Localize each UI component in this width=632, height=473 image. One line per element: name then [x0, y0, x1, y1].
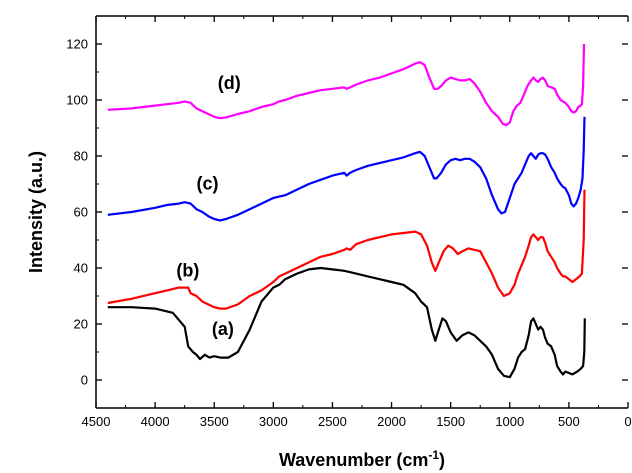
spectrum-line-2: [107, 116, 586, 222]
spectra-curves: [107, 43, 586, 379]
y-tick-label: 40: [74, 261, 88, 276]
x-axis-ticks: 4500 4000 3500 3000 2500 2000 1500 1000 500 0: [82, 16, 632, 429]
y-tick-label: 80: [74, 149, 88, 164]
curve-labels: (a) (b) (c) (d): [176, 73, 240, 339]
x-tick-label: 3500: [200, 414, 229, 429]
spectrum-line-0: [107, 266, 586, 379]
spectrum-line-3: [107, 43, 586, 127]
curve-label-2: (c): [196, 174, 218, 194]
x-axis-title-main: Wavenumber (cm: [279, 450, 428, 470]
x-tick-label: 1500: [436, 414, 465, 429]
y-tick-label: 20: [74, 317, 88, 332]
y-tick-label: 60: [74, 205, 88, 220]
y-axis-title: Intensity (a.u.): [26, 151, 46, 273]
x-tick-label: 3000: [259, 414, 288, 429]
x-tick-label: 2500: [318, 414, 347, 429]
axes: [95, 15, 628, 409]
y-tick-label: 0: [81, 373, 88, 388]
x-tick-label: 500: [558, 414, 580, 429]
x-tick-label: 1000: [495, 414, 524, 429]
y-axis-ticks: 0 20 40 60 80 100 120: [66, 15, 628, 409]
curve-label-0: (a): [212, 319, 234, 339]
spectrum-line-1: [107, 189, 586, 310]
x-axis-title-close: ): [439, 450, 445, 470]
x-tick-label: 4500: [82, 414, 111, 429]
x-tick-label: 0: [624, 414, 631, 429]
x-tick-label: 4000: [141, 414, 170, 429]
y-tick-label: 120: [66, 37, 88, 52]
x-axis-title: Wavenumber (cm-1): [279, 448, 445, 470]
x-tick-label: 2000: [377, 414, 406, 429]
x-axis-title-superscript: -1: [428, 448, 439, 462]
curve-label-1: (b): [176, 260, 199, 280]
curve-label-3: (d): [218, 73, 241, 93]
y-tick-label: 100: [66, 93, 88, 108]
